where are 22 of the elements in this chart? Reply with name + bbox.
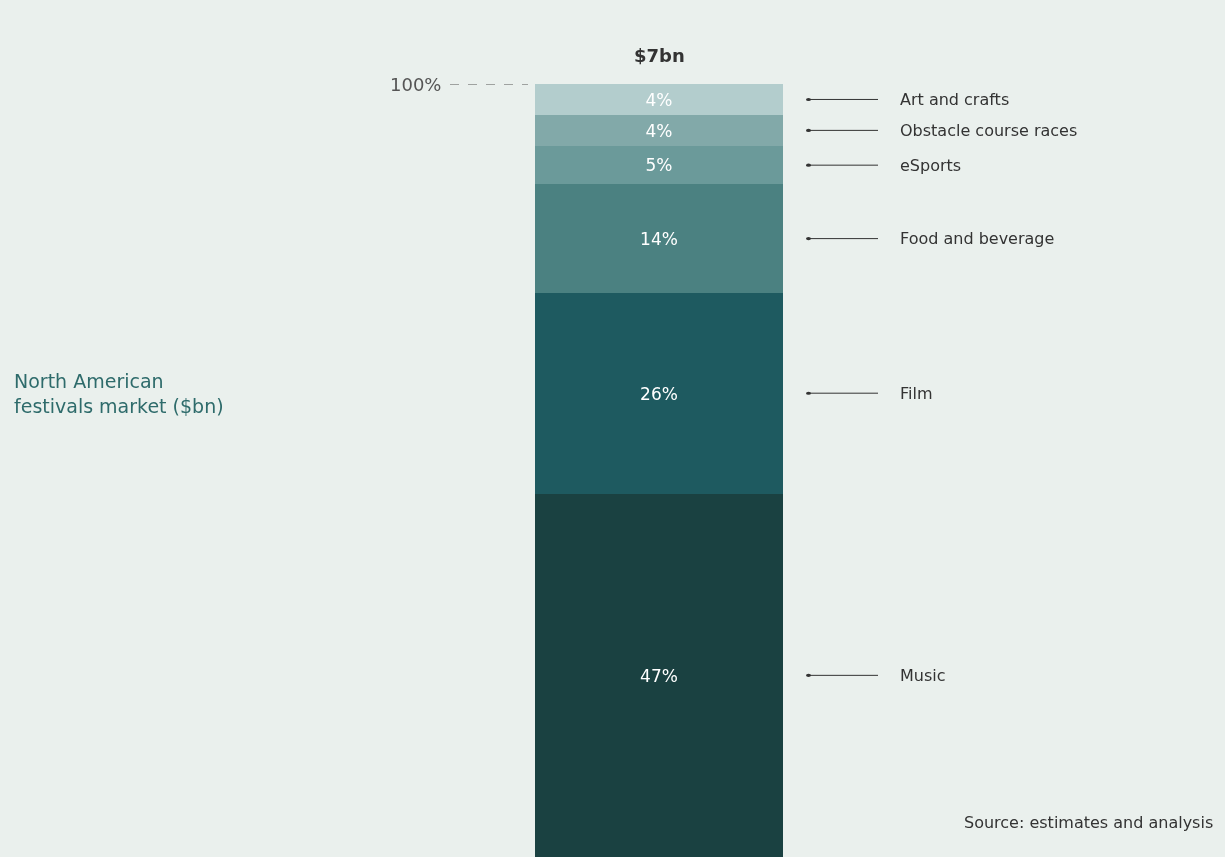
bar [535, 115, 783, 146]
text: eSports [900, 156, 962, 175]
text: Obstacle course races [900, 121, 1078, 140]
bar [535, 293, 783, 494]
text: Film [900, 384, 933, 403]
source-note: Source: estimates and analysis [964, 813, 1214, 832]
bar [535, 146, 783, 184]
data-label: 26% [640, 383, 678, 404]
data-label: 14% [640, 228, 678, 249]
data-label: 4% [645, 89, 673, 110]
bar [535, 184, 783, 293]
text: North American festivals market ($bn) [14, 370, 224, 417]
bar [535, 84, 783, 115]
text: Food and beverage [900, 229, 1055, 248]
bar [535, 494, 783, 857]
ref-line-label: 100% [390, 74, 442, 95]
text: Music [900, 666, 946, 685]
data-label: 47% [640, 665, 678, 686]
data-label: 4% [645, 120, 673, 141]
text: Art and crafts [900, 90, 1010, 109]
data-label: 5% [645, 155, 673, 175]
chart-title: $7bn [634, 45, 685, 66]
